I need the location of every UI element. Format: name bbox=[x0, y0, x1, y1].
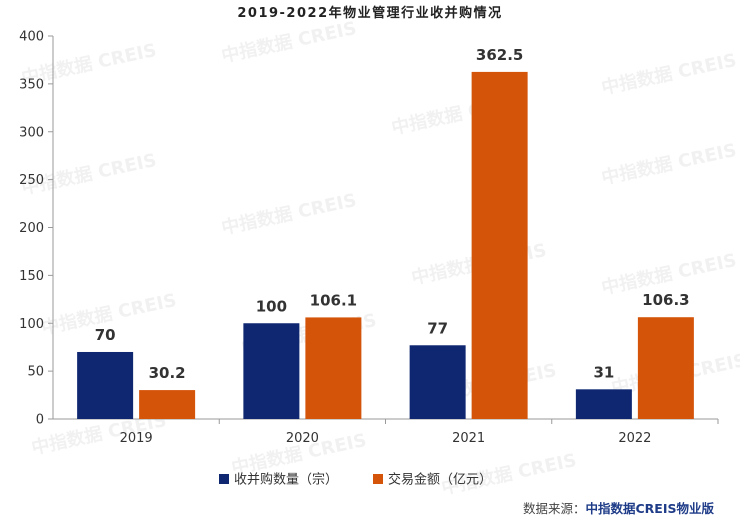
source-label: 数据来源： bbox=[522, 501, 586, 516]
y-tick-label: 100 bbox=[19, 317, 44, 332]
data-source: 数据来源：中指数据CREIS物业版 bbox=[523, 498, 714, 517]
y-tick-label: 300 bbox=[19, 125, 44, 140]
x-tick-label: 2021 bbox=[452, 431, 485, 446]
data-label: 106.3 bbox=[642, 291, 689, 309]
data-label: 30.2 bbox=[149, 364, 186, 382]
legend-swatch bbox=[219, 474, 229, 484]
bar bbox=[305, 317, 362, 419]
bar bbox=[243, 323, 300, 419]
legend: 收并购数量（宗） 交易金额（亿元） bbox=[219, 472, 492, 488]
bar bbox=[637, 317, 694, 419]
bar bbox=[139, 390, 196, 419]
bar bbox=[575, 389, 632, 419]
bar bbox=[409, 345, 466, 419]
source-brand: 中指数据CREIS物业版 bbox=[585, 501, 715, 516]
data-label: 106.1 bbox=[310, 291, 357, 309]
x-axis: 2019 2020 2021 2022 bbox=[53, 418, 719, 446]
chart-title: 2019-2022年物业管理行业收并购情况 bbox=[237, 6, 503, 21]
bars-group bbox=[77, 71, 694, 419]
y-tick-label: 350 bbox=[19, 77, 44, 92]
y-tick-label: 0 bbox=[36, 413, 44, 428]
data-label: 31 bbox=[593, 363, 614, 381]
legend-swatch bbox=[373, 474, 383, 484]
y-tick-label: 200 bbox=[19, 221, 44, 236]
x-tick-label: 2020 bbox=[286, 431, 319, 446]
y-axis: 0 50 100 150 200 250 300 350 400 bbox=[19, 30, 54, 428]
data-label: 362.5 bbox=[476, 46, 523, 64]
legend-label: 收并购数量（宗） bbox=[234, 472, 338, 488]
data-label: 77 bbox=[427, 319, 448, 337]
y-tick-label: 150 bbox=[19, 269, 44, 284]
y-tick-label: 250 bbox=[19, 173, 44, 188]
x-tick-label: 2019 bbox=[120, 431, 153, 446]
data-label: 70 bbox=[95, 326, 116, 344]
bar bbox=[77, 351, 134, 419]
y-tick-label: 400 bbox=[19, 30, 44, 45]
data-label: 100 bbox=[256, 297, 287, 315]
x-tick-label: 2022 bbox=[618, 431, 651, 446]
data-labels-group: 70 30.2 100 106.1 77 362.5 31 106.3 bbox=[95, 46, 690, 382]
bar bbox=[471, 71, 528, 419]
legend-label: 交易金额（亿元） bbox=[388, 472, 492, 488]
y-tick-label: 50 bbox=[27, 365, 44, 380]
